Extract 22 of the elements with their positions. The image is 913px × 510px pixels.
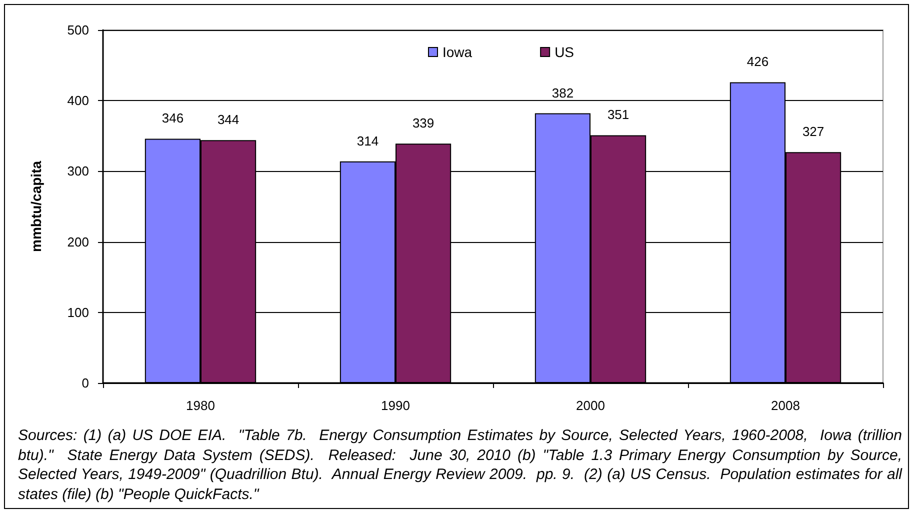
legend-label: US	[554, 44, 574, 60]
data-label: 351	[607, 107, 630, 122]
data-label: 382	[552, 85, 574, 100]
data-label: 339	[412, 116, 434, 131]
x-tick-label: 1980	[186, 398, 215, 413]
data-label: 344	[217, 112, 240, 128]
data-label: 314	[356, 133, 379, 148]
y-tick-label: 400	[67, 93, 89, 108]
x-tick-label: 1990	[381, 398, 410, 413]
data-label: 426	[746, 54, 769, 70]
y-tick-label: 500	[67, 22, 89, 38]
x-tick-label: 2008	[771, 398, 800, 413]
y-tick-label: 100	[67, 304, 89, 320]
y-tick-label: 300	[67, 164, 89, 179]
y-tick-label: 200	[67, 234, 89, 250]
source-note: Sources: (1) (a) US DOE EIA. "Table 7b. Energy Consumption Estimates by Source, Selected Years, 1960-2008, Iowa (trillion btu)." State Energy Data System (SEDS). Released: June 30, 2010 (b) "Table 1.3 Primary Energy Consumption by Source, Selected Years, 1949-2009" (Quadrillion Btu). Annual Energy Review 2009. pp. 9. (2) (a) US Census. Population estimates for all states (file) (b) "People QuickFacts."	[18, 426, 902, 504]
x-tick-label: 2000	[576, 398, 605, 413]
legend-label: Iowa	[442, 44, 472, 60]
y-tick-label: 0	[82, 376, 89, 390]
data-label: 327	[802, 124, 824, 140]
data-label: 346	[162, 110, 184, 126]
y-axis-title: mmbtu/capita	[28, 160, 44, 252]
